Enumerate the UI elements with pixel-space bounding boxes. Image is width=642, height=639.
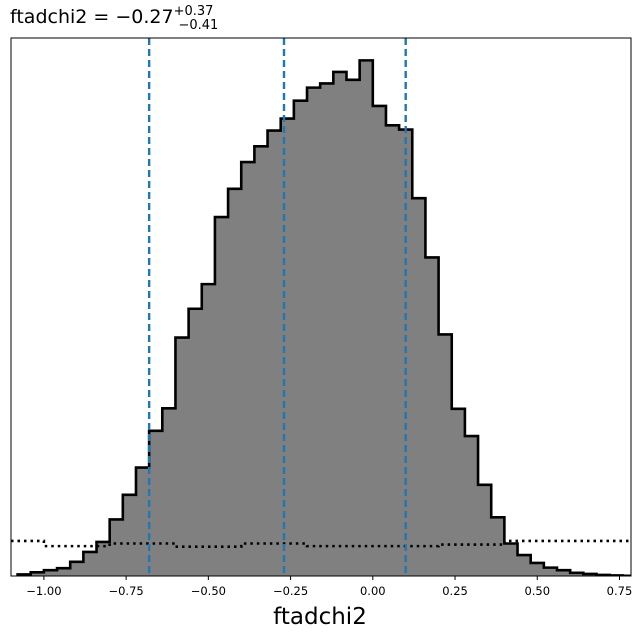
- title-lower-error: −0.41: [178, 18, 218, 33]
- histogram-bar: [70, 561, 84, 576]
- x-tick-label: 0.75: [607, 584, 633, 598]
- histogram-bar: [228, 188, 242, 576]
- histogram-bar: [320, 83, 334, 576]
- x-tick-label: −0.75: [108, 584, 143, 598]
- histogram-bar: [464, 436, 479, 576]
- histogram-bar: [425, 257, 439, 576]
- histogram-bar: [333, 71, 347, 576]
- histogram-bar: [385, 125, 400, 576]
- histogram-bar: [214, 217, 229, 576]
- histogram-bar: [570, 572, 584, 576]
- histogram-outline: [16, 59, 631, 576]
- histogram-bar: [280, 118, 295, 576]
- title-upper-error: +0.37: [174, 4, 214, 19]
- histogram-bar: [30, 572, 45, 576]
- x-axis-label: ftadchi2: [273, 604, 367, 630]
- histogram-bar: [478, 484, 492, 576]
- histogram-bar: [359, 60, 374, 576]
- x-axis-ticks: −1.00 −0.75 −0.50 −0.25 0.00 0.25 0.50 0.75: [26, 576, 632, 598]
- plot-area: [10, 37, 632, 577]
- histogram-bar: [504, 543, 518, 576]
- histogram-bar: [43, 570, 58, 576]
- axes-frame: [10, 37, 632, 577]
- histogram-bar: [96, 541, 111, 576]
- histogram-bar: [122, 494, 137, 576]
- histogram-bar: [491, 517, 505, 576]
- histogram-bar: [201, 284, 216, 576]
- histogram-bar: [175, 337, 190, 576]
- histogram-bar: [293, 100, 308, 576]
- x-tick-label: −1.00: [26, 584, 61, 598]
- x-tick-label: 0.50: [524, 584, 550, 598]
- x-tick-label: 0.25: [442, 584, 468, 598]
- histogram-bar: [372, 105, 387, 576]
- x-tick-label: 0.00: [360, 584, 386, 598]
- chart-title: ftadchi2 = −0.27+0.37 −0.41: [10, 4, 218, 33]
- title-prefix: ftadchi2 =: [10, 6, 115, 28]
- clipped-marks: [11, 38, 631, 576]
- histogram-bar: [267, 130, 282, 576]
- histogram-bar: [135, 467, 150, 576]
- histogram-bar: [517, 555, 532, 576]
- histogram-bar: [451, 408, 466, 576]
- histogram-bar: [346, 79, 361, 576]
- histogram-bar: [57, 568, 71, 576]
- histogram-bar: [109, 519, 124, 576]
- histogram-bar: [83, 551, 97, 576]
- histogram-bar: [556, 570, 571, 576]
- prior-step-line: [11, 539, 631, 548]
- histogram-bar: [412, 198, 426, 576]
- histogram-bar: [307, 87, 321, 576]
- histogram-bar: [241, 162, 255, 576]
- histogram-bar: [438, 334, 453, 576]
- histogram-bar: [530, 562, 545, 576]
- histogram-bar: [543, 567, 558, 576]
- x-tick-label: −0.50: [191, 584, 226, 598]
- histogram-bar: [188, 308, 203, 576]
- title-value: −0.27: [115, 6, 173, 28]
- histogram-bar: [254, 146, 268, 576]
- x-tick-label: −0.25: [273, 584, 308, 598]
- histogram-bar: [162, 408, 176, 576]
- histogram-bar: [149, 430, 163, 576]
